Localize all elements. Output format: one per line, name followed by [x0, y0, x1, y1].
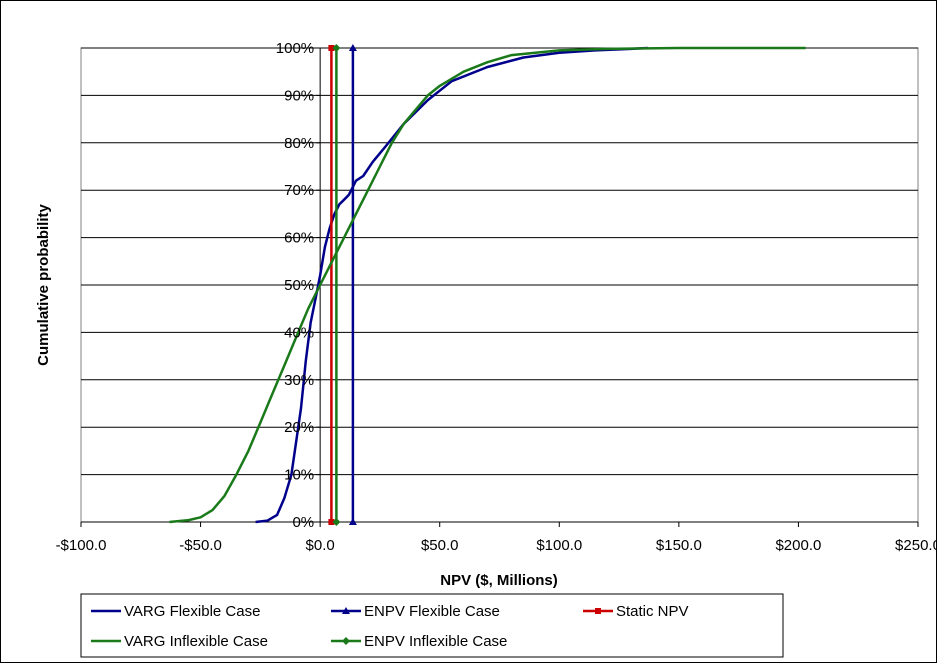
y-tick-label: 40% [284, 324, 314, 341]
x-tick-label: $50.0 [421, 537, 459, 554]
data-point [348, 44, 357, 51]
x-tick-label: $200.0 [775, 537, 821, 554]
y-tick-label: 10% [284, 467, 314, 484]
y-tick-label: 90% [284, 87, 314, 104]
legend-label: ENPV Inflexible Case [364, 633, 507, 650]
x-tick-label: $0.0 [306, 537, 335, 554]
data-point [332, 518, 341, 526]
y-tick-label: 30% [284, 372, 314, 389]
y-tick-label: 70% [284, 182, 314, 199]
legend-box [80, 593, 784, 658]
legend-item-enpv-inflexible-case: ENPV Inflexible Case [331, 633, 507, 650]
y-tick-label: 0% [292, 514, 314, 531]
series-enpv-flexible-case [348, 44, 357, 525]
x-axis-title: NPV ($, Millions) [440, 572, 558, 589]
x-tick-label: -$100.0 [56, 537, 107, 554]
series-enpv-inflexible-case [332, 44, 341, 526]
x-tick-label: $100.0 [536, 537, 582, 554]
data-point [328, 45, 335, 51]
x-tick-label: $150.0 [656, 537, 702, 554]
legend-label: Static NPV [616, 603, 689, 620]
series-varg-inflexible-case [169, 46, 806, 524]
legend-label: VARG Flexible Case [124, 603, 260, 620]
legend-item-varg-flexible-case: VARG Flexible Case [91, 603, 260, 620]
data-point [328, 519, 335, 525]
legend-marker [342, 607, 350, 614]
x-tick-label: $250.0 [895, 537, 936, 554]
legend-marker [342, 637, 350, 645]
y-tick-label: 100% [276, 40, 314, 57]
legend-item-enpv-flexible-case: ENPV Flexible Case [331, 603, 500, 620]
data-point [348, 518, 357, 525]
y-tick-label: 50% [284, 277, 314, 294]
data-point [332, 44, 341, 52]
legend-item-static-npv: Static NPV [583, 603, 689, 620]
legend-item-varg-inflexible-case: VARG Inflexible Case [91, 633, 268, 650]
series-line [255, 46, 648, 524]
series-static-npv [328, 45, 335, 525]
y-tick-label: 60% [284, 230, 314, 247]
x-tick-label: -$50.0 [179, 537, 222, 554]
legend-marker [595, 608, 601, 614]
series-varg-flexible-case [255, 46, 648, 524]
series-line [169, 46, 806, 524]
y-tick-label: 80% [284, 135, 314, 152]
legend-label: VARG Inflexible Case [124, 633, 268, 650]
legend-label: ENPV Flexible Case [364, 603, 500, 620]
y-tick-label: 20% [284, 419, 314, 436]
y-axis-title: Cumulative probability [35, 204, 52, 366]
